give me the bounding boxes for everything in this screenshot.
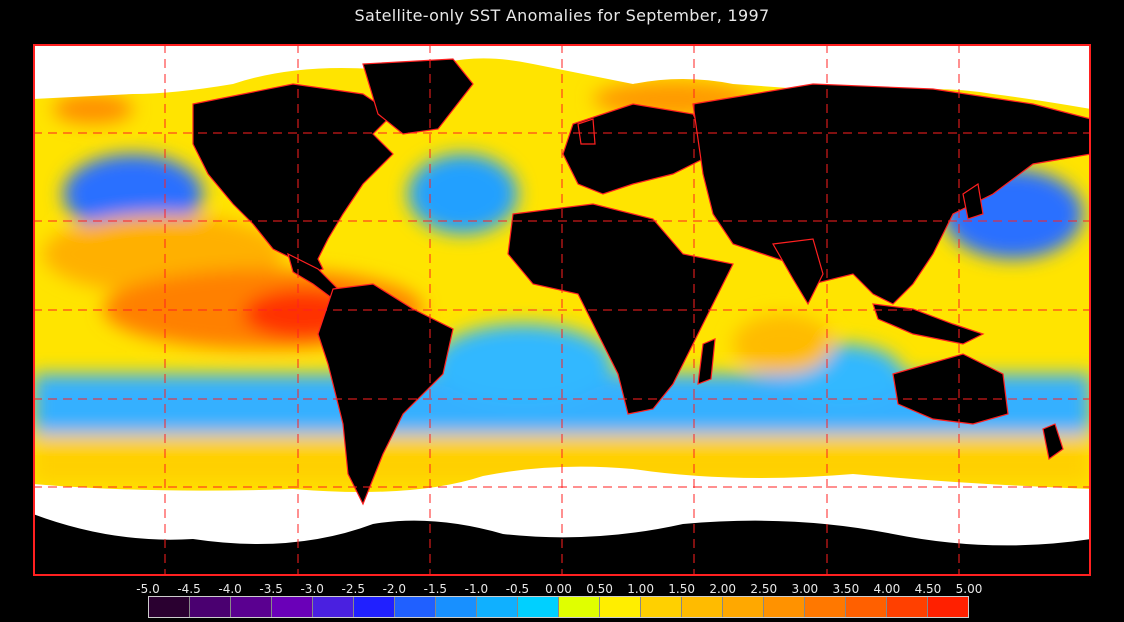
colorbar-tick-label: 0.00 <box>545 582 572 596</box>
colorbar-cell <box>682 597 723 617</box>
colorbar-tick-label: -2.0 <box>382 582 407 596</box>
colorbar-tick-label: -1.5 <box>423 582 448 596</box>
colorbar-tick-label: -0.5 <box>505 582 530 596</box>
new-zealand <box>1042 423 1064 461</box>
indonesia <box>872 303 985 345</box>
colorbar-tick-label: 2.50 <box>750 582 778 596</box>
colorbar-tick-label: -4.0 <box>218 582 242 596</box>
colorbar-tick-label: 2.00 <box>709 582 737 596</box>
colorbar-tick-label: 5.00 <box>955 582 983 596</box>
greenland <box>362 58 474 135</box>
australia <box>892 353 1009 425</box>
india <box>772 238 824 306</box>
colorbar-tick-label: -1.0 <box>464 582 489 596</box>
colorbar-tick-label: 3.00 <box>791 582 819 596</box>
map-svg <box>33 44 1091 576</box>
colorbar-tick-label: 4.00 <box>873 582 901 596</box>
map-border <box>33 44 1091 576</box>
colorbar-cell <box>190 597 231 617</box>
japan <box>962 182 984 220</box>
colorbar-tick-label: -2.5 <box>341 582 365 596</box>
colorbar-labels: -5.0 -4.5 -4.0 -3.5 -3.0 -2.5 -2.0 -1.5 -1.0 -0.5… <box>132 582 992 598</box>
graticule <box>33 44 1091 576</box>
colorbar-cell <box>149 597 190 617</box>
colorbar-cell <box>723 597 764 617</box>
colorbar-cell <box>477 597 518 617</box>
colorbar-cell <box>805 597 846 617</box>
europe <box>562 103 714 195</box>
africa <box>507 203 734 415</box>
colorbar-cell <box>436 597 477 617</box>
madagascar <box>697 338 716 385</box>
colorbar-tick-label: -3.0 <box>300 582 324 596</box>
colorbar-tick-label: 1.50 <box>668 582 695 596</box>
colorbar-cell <box>395 597 436 617</box>
continents <box>192 58 1091 506</box>
map-title: Satellite-only SST Anomalies for Septemb… <box>354 6 770 25</box>
colorbar-tick-label: -5.0 <box>136 582 160 596</box>
colorbar-tick-label: -3.5 <box>259 582 283 596</box>
colorbar-cell <box>641 597 682 617</box>
colorbar-cell <box>354 597 395 617</box>
colorbar-tick-label: 3.50 <box>832 582 860 596</box>
colorbar-cell <box>231 597 272 617</box>
colorbar-cell <box>313 597 354 617</box>
colorbar-cell <box>846 597 887 617</box>
colorbar-cell <box>600 597 641 617</box>
colorbar-tick-label: 1.00 <box>627 582 654 596</box>
colorbar-tick-label: -4.5 <box>177 582 201 596</box>
colorbar <box>148 596 969 618</box>
sst-anomaly-map <box>33 44 1091 576</box>
colorbar-cell <box>887 597 928 617</box>
colorbar-tick-label: 0.50 <box>586 582 613 596</box>
colorbar-cell <box>272 597 313 617</box>
colorbar-cell <box>518 597 559 617</box>
south-america <box>317 283 454 506</box>
colorbar-tick-label: 4.50 <box>914 582 942 596</box>
colorbar-cell <box>764 597 805 617</box>
uk <box>577 118 596 145</box>
colorbar-cell <box>559 597 600 617</box>
colorbar-cell <box>928 597 968 617</box>
